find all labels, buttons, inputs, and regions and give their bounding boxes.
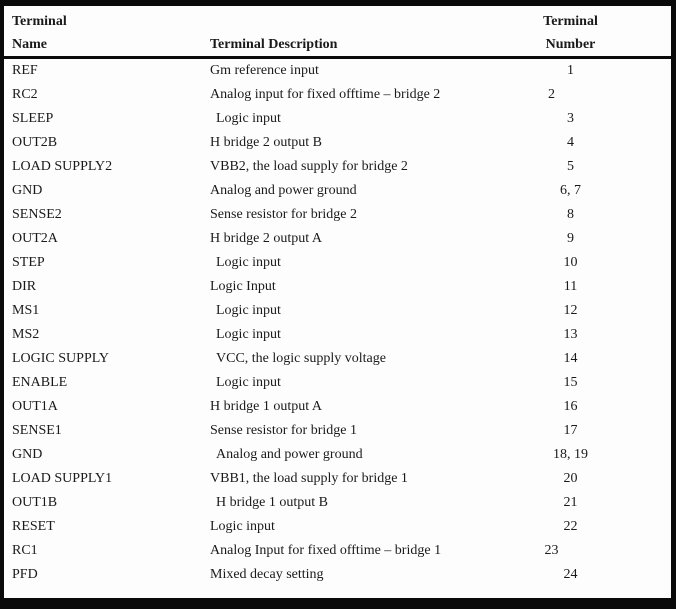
table-row: MS2 Logic input 13 xyxy=(4,323,671,347)
terminal-name-cell: RC2 xyxy=(12,87,38,102)
terminal-description-cell: H bridge 1 output B xyxy=(216,495,328,510)
terminal-name-cell: SLEEP xyxy=(12,111,54,126)
table-row: OUT1A H bridge 1 output A 16 xyxy=(4,395,671,419)
table-row: PFD Mixed decay setting 24 xyxy=(4,563,671,587)
terminal-number-cell: 3 xyxy=(567,111,574,126)
terminal-description-cell: Analog and power ground xyxy=(210,183,357,198)
terminal-description-cell: VBB2, the load supply for bridge 2 xyxy=(210,159,408,174)
table-row: SLEEP Logic input 3 xyxy=(4,107,671,131)
terminal-description-cell: Logic input xyxy=(210,519,275,534)
terminal-number-cell: 8 xyxy=(567,207,574,222)
table-row: LOAD SUPPLY1 VBB1, the load supply for br… xyxy=(4,467,671,491)
terminal-description-cell: Sense resistor for bridge 2 xyxy=(210,207,357,222)
table-row: OUT2A H bridge 2 output A 9 xyxy=(4,227,671,251)
terminal-description-cell: Analog and power ground xyxy=(216,447,363,462)
table-row: DIR Logic Input 11 xyxy=(4,275,671,299)
terminal-number-cell: 17 xyxy=(563,423,578,438)
table-row: OUT2B H bridge 2 output B 4 xyxy=(4,131,671,155)
terminal-name-cell: OUT1A xyxy=(12,399,58,414)
terminal-number-cell: 5 xyxy=(567,159,574,174)
terminal-description-cell: VCC, the logic supply voltage xyxy=(216,351,386,366)
terminal-name-cell: SENSE1 xyxy=(12,423,62,438)
terminal-description-cell: VBB1, the load supply for bridge 1 xyxy=(210,471,408,486)
table-header-row: Terminal Name Terminal Description Termi… xyxy=(4,6,671,59)
terminal-name-cell: ENABLE xyxy=(12,375,68,390)
column-header-terminal-number-line2: Number xyxy=(545,37,596,52)
terminal-description-cell: H bridge 2 output B xyxy=(210,135,322,150)
table-row: SENSE2 Sense resistor for bridge 2 8 xyxy=(4,203,671,227)
table-row: GND Analog and power ground 6, 7 xyxy=(4,179,671,203)
terminal-description-cell: Sense resistor for bridge 1 xyxy=(210,423,357,438)
terminal-number-cell: 9 xyxy=(567,231,574,246)
terminal-description-cell: Logic input xyxy=(216,303,281,318)
terminal-number-cell: 14 xyxy=(563,351,578,366)
table-row: ENABLE Logic input 15 xyxy=(4,371,671,395)
terminal-description-cell: Logic input xyxy=(216,255,281,270)
terminal-number-cell: 13 xyxy=(563,327,578,342)
table-body: REF Gm reference input 1 RC2 Analog input fo… xyxy=(4,59,671,587)
table-row: LOAD SUPPLY2 VBB2, the load supply for br… xyxy=(4,155,671,179)
terminal-number-cell: 20 xyxy=(563,471,578,486)
table-row: LOGIC SUPPLY VCC, the logic supply voltag… xyxy=(4,347,671,371)
terminal-description-cell: Gm reference input xyxy=(210,63,319,78)
terminal-name-cell: OUT1B xyxy=(12,495,58,510)
terminal-description-cell: Analog input for fixed offtime – bridge … xyxy=(210,87,441,102)
terminal-name-cell: GND xyxy=(12,183,43,198)
terminal-name-cell: REF xyxy=(12,63,38,78)
terminal-name-cell: LOGIC SUPPLY xyxy=(12,351,110,366)
terminal-number-cell: 23 xyxy=(544,543,559,558)
terminal-name-cell: MS1 xyxy=(12,303,40,318)
terminal-description-cell: H bridge 2 output A xyxy=(210,231,322,246)
terminal-number-cell: 22 xyxy=(563,519,578,534)
table-row: OUT1B H bridge 1 output B 21 xyxy=(4,491,671,515)
table-row: STEP Logic input 10 xyxy=(4,251,671,275)
table-row: GND Analog and power ground 18, 19 xyxy=(4,443,671,467)
terminal-description-cell: H bridge 1 output A xyxy=(210,399,322,414)
terminal-name-cell: DIR xyxy=(12,279,37,294)
terminal-description-cell: Logic input xyxy=(216,327,281,342)
terminal-name-cell: LOAD SUPPLY2 xyxy=(12,159,113,174)
column-header-terminal-description-label: Terminal Description xyxy=(210,37,338,52)
column-header-terminal-name-line2: Name xyxy=(12,37,47,52)
terminal-description-cell: Mixed decay setting xyxy=(210,567,324,582)
terminal-name-cell: OUT2B xyxy=(12,135,58,150)
table-row: SENSE1 Sense resistor for bridge 1 17 xyxy=(4,419,671,443)
terminal-description-cell: Logic input xyxy=(216,375,281,390)
terminal-number-cell: 2 xyxy=(548,87,555,102)
terminal-name-cell: RC1 xyxy=(12,543,38,558)
terminal-description-cell: Logic Input xyxy=(210,279,276,294)
terminal-number-cell: 10 xyxy=(563,255,578,270)
terminal-name-cell: OUT2A xyxy=(12,231,58,246)
table-row: MS1 Logic input 12 xyxy=(4,299,671,323)
terminal-name-cell: MS2 xyxy=(12,327,40,342)
column-header-terminal-name-line1: Terminal xyxy=(12,14,67,29)
terminal-number-cell: 11 xyxy=(563,279,578,294)
column-header-terminal-number-line1: Terminal xyxy=(543,14,598,29)
terminal-number-cell: 6, 7 xyxy=(560,183,581,198)
terminal-name-cell: SENSE2 xyxy=(12,207,62,222)
table-row: RESET Logic input 22 xyxy=(4,515,671,539)
terminal-name-cell: GND xyxy=(12,447,43,462)
terminal-name-cell: RESET xyxy=(12,519,55,534)
terminal-name-cell: LOAD SUPPLY1 xyxy=(12,471,113,486)
terminal-number-cell: 4 xyxy=(567,135,574,150)
column-header-terminal-number: Terminal Number xyxy=(470,10,671,56)
terminal-name-cell: PFD xyxy=(12,567,38,582)
column-header-terminal-name: Terminal Name xyxy=(4,10,210,56)
terminal-description-cell: Logic input xyxy=(216,111,281,126)
terminal-number-cell: 12 xyxy=(563,303,578,318)
terminal-description-cell: Analog Input for fixed offtime – bridge … xyxy=(210,543,442,558)
terminal-number-cell: 18, 19 xyxy=(553,447,588,462)
table-row: RC2 Analog input for fixed offtime – brid… xyxy=(4,83,671,107)
table-row: REF Gm reference input 1 xyxy=(4,59,671,83)
column-header-terminal-description: Terminal Description xyxy=(210,10,470,56)
terminal-number-cell: 15 xyxy=(563,375,578,390)
terminal-number-cell: 24 xyxy=(563,567,578,582)
terminal-number-cell: 16 xyxy=(563,399,578,414)
terminal-name-cell: STEP xyxy=(12,255,45,270)
table-row: RC1 Analog Input for fixed offtime – brid… xyxy=(4,539,671,563)
terminal-number-cell: 21 xyxy=(563,495,578,510)
terminal-number-cell: 1 xyxy=(567,63,574,78)
